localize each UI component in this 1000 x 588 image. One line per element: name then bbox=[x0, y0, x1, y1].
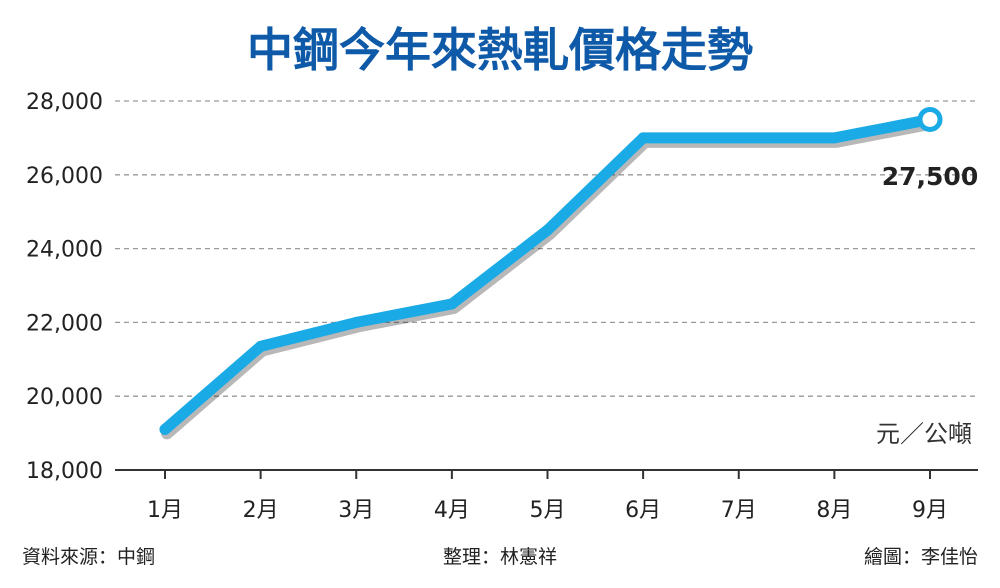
footer-source: 資料來源：中鋼 bbox=[22, 546, 155, 568]
x-tick-label: 8月 bbox=[816, 498, 852, 523]
unit-label: 元／公噸 bbox=[876, 420, 972, 448]
end-point-marker bbox=[917, 106, 943, 132]
data-point bbox=[446, 298, 458, 310]
series-line-group bbox=[159, 106, 943, 440]
footer-graphic: 繪圖：李佳怡 bbox=[864, 546, 978, 568]
x-tick-label: 2月 bbox=[243, 498, 279, 523]
series-line-shadow bbox=[161, 117, 938, 440]
last-value-label: 27,500 bbox=[882, 162, 978, 191]
y-tick-label: 18,000 bbox=[26, 459, 103, 484]
y-tick-label: 22,000 bbox=[26, 311, 103, 336]
x-tick-labels: 1月 2月 3月 4月 5月 6月 7月 8月 9月 bbox=[147, 470, 948, 523]
y-tick-labels: 18,000 20,000 22,000 24,000 26,000 28,000 bbox=[26, 90, 103, 484]
x-tick-label: 9月 bbox=[912, 498, 948, 523]
series-line bbox=[159, 113, 936, 435]
y-tick-label: 20,000 bbox=[26, 385, 103, 410]
data-point bbox=[159, 423, 171, 435]
x-tick-label: 5月 bbox=[530, 498, 566, 523]
y-tick-label: 28,000 bbox=[26, 90, 103, 115]
x-tick-label: 3月 bbox=[338, 498, 374, 523]
data-point bbox=[542, 224, 553, 236]
data-point bbox=[828, 132, 840, 144]
x-tick-label: 6月 bbox=[625, 498, 661, 523]
x-tick-label: 7月 bbox=[721, 498, 757, 523]
chart-title: 中鋼今年來熱軋價格走勢 bbox=[247, 23, 753, 77]
data-point bbox=[350, 316, 362, 328]
x-tick-label: 4月 bbox=[434, 498, 470, 523]
footer-editor: 整理：林憲祥 bbox=[443, 546, 557, 568]
data-point bbox=[255, 340, 267, 352]
y-tick-label: 24,000 bbox=[26, 238, 103, 263]
x-tick-label: 1月 bbox=[147, 498, 183, 523]
y-tick-label: 26,000 bbox=[26, 164, 103, 189]
data-point bbox=[733, 132, 745, 144]
data-point bbox=[637, 132, 649, 144]
